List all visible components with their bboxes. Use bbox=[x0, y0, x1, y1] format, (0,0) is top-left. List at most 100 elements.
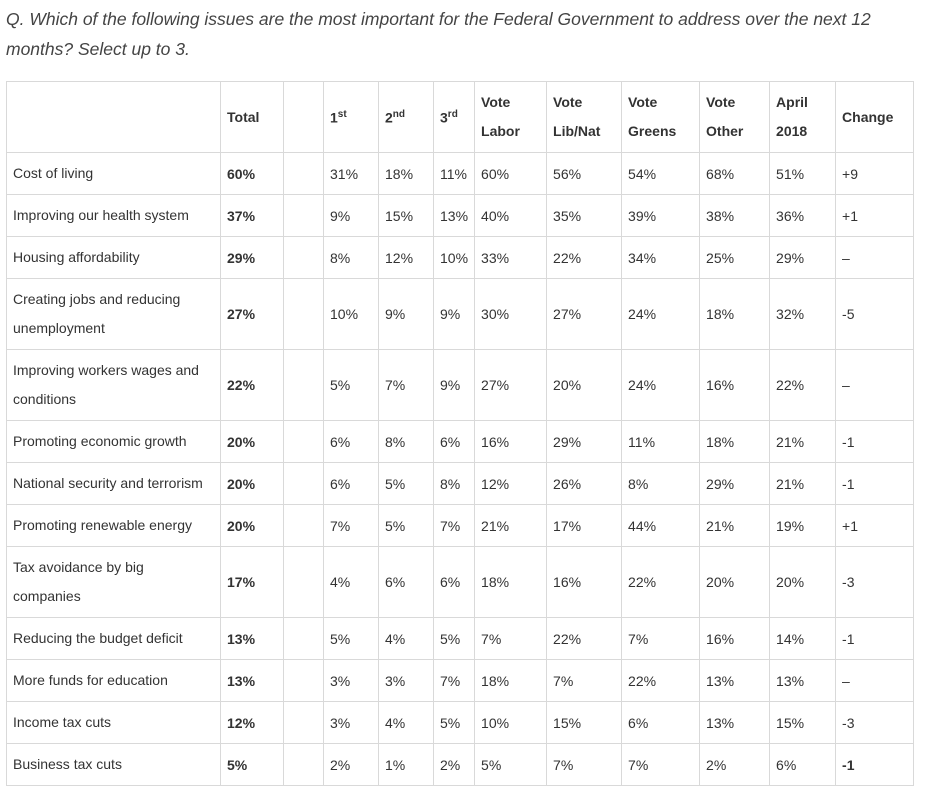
cell-issue: Cost of living bbox=[6, 152, 221, 195]
cell-libnat: 27% bbox=[546, 278, 623, 350]
cell-total: 17% bbox=[220, 546, 284, 618]
cell-labor: 30% bbox=[474, 278, 548, 350]
cell-second: 8% bbox=[378, 420, 434, 463]
header-total: Total bbox=[220, 81, 284, 153]
cell-april: 21% bbox=[769, 462, 837, 505]
cell-april: 22% bbox=[769, 349, 837, 421]
cell-spacer bbox=[283, 743, 324, 786]
cell-libnat: 22% bbox=[546, 236, 623, 279]
cell-third: 5% bbox=[432, 701, 476, 744]
cell-other: 29% bbox=[699, 462, 771, 505]
cell-first: 9% bbox=[323, 194, 379, 237]
cell-second: 15% bbox=[378, 194, 434, 237]
results-table: Total 1st 2nd 3rd Vote Labor Vote Lib/Nat … bbox=[6, 81, 915, 786]
table-row: Reducing the budget deficit 13% 5% 4% 5% 7% 22… bbox=[6, 617, 915, 660]
cell-libnat: 20% bbox=[546, 349, 623, 421]
cell-labor: 33% bbox=[474, 236, 548, 279]
cell-greens: 11% bbox=[621, 420, 701, 463]
cell-april: 21% bbox=[769, 420, 837, 463]
cell-labor: 18% bbox=[474, 659, 548, 702]
cell-greens: 22% bbox=[621, 546, 701, 618]
cell-first: 31% bbox=[323, 152, 379, 195]
table-row: Creating jobs and reducing unemployment 2… bbox=[6, 278, 915, 350]
cell-total: 20% bbox=[220, 462, 284, 505]
table-row: Promoting economic growth 20% 6% 8% 6% 16% 29%… bbox=[6, 420, 915, 463]
cell-april: 15% bbox=[769, 701, 837, 744]
cell-third: 10% bbox=[432, 236, 476, 279]
cell-april: 19% bbox=[769, 504, 837, 547]
header-second: 2nd bbox=[378, 81, 434, 153]
cell-april: 14% bbox=[769, 617, 837, 660]
cell-third: 6% bbox=[432, 546, 476, 618]
cell-change: +1 bbox=[835, 194, 915, 237]
cell-change: +1 bbox=[835, 504, 915, 547]
cell-labor: 40% bbox=[474, 194, 548, 237]
cell-spacer bbox=[283, 659, 324, 702]
cell-change: +9 bbox=[835, 152, 915, 195]
cell-greens: 24% bbox=[621, 278, 701, 350]
cell-other: 13% bbox=[699, 659, 771, 702]
cell-first: 4% bbox=[323, 546, 379, 618]
table-row: National security and terrorism 20% 6% 5% 8%… bbox=[6, 462, 915, 505]
cell-total: 20% bbox=[220, 504, 284, 547]
cell-libnat: 22% bbox=[546, 617, 623, 660]
cell-spacer bbox=[283, 278, 324, 350]
cell-first: 10% bbox=[323, 278, 379, 350]
cell-other: 18% bbox=[699, 420, 771, 463]
cell-spacer bbox=[283, 236, 324, 279]
cell-first: 3% bbox=[323, 659, 379, 702]
cell-greens: 6% bbox=[621, 701, 701, 744]
cell-labor: 18% bbox=[474, 546, 548, 618]
cell-third: 5% bbox=[432, 617, 476, 660]
cell-total: 22% bbox=[220, 349, 284, 421]
table-row: Business tax cuts 5% 2% 1% 2% 5% 7% 7% 2% 6% -1 bbox=[6, 743, 915, 786]
cell-change: -3 bbox=[835, 701, 915, 744]
cell-greens: 54% bbox=[621, 152, 701, 195]
cell-third: 9% bbox=[432, 278, 476, 350]
cell-other: 21% bbox=[699, 504, 771, 547]
table-row: Cost of living 60% 31% 18% 11% 60% 56% 54% 68% 51… bbox=[6, 152, 915, 195]
cell-other: 38% bbox=[699, 194, 771, 237]
cell-issue: Housing affordability bbox=[6, 236, 221, 279]
table-row: Improving workers wages and conditions 22… bbox=[6, 349, 915, 421]
header-vote-labor: Vote Labor bbox=[474, 81, 548, 153]
cell-total: 29% bbox=[220, 236, 284, 279]
header-vote-other: Vote Other bbox=[699, 81, 771, 153]
cell-issue: Income tax cuts bbox=[6, 701, 221, 744]
cell-third: 8% bbox=[432, 462, 476, 505]
question-text: Q. Which of the following issues are the… bbox=[6, 9, 871, 59]
cell-second: 18% bbox=[378, 152, 434, 195]
cell-first: 5% bbox=[323, 349, 379, 421]
cell-issue: National security and terrorism bbox=[6, 462, 221, 505]
cell-issue: Reducing the budget deficit bbox=[6, 617, 221, 660]
cell-greens: 24% bbox=[621, 349, 701, 421]
cell-libnat: 17% bbox=[546, 504, 623, 547]
cell-labor: 16% bbox=[474, 420, 548, 463]
cell-issue: More funds for education bbox=[6, 659, 221, 702]
cell-labor: 60% bbox=[474, 152, 548, 195]
header-april-2018: April 2018 bbox=[769, 81, 837, 153]
cell-total: 12% bbox=[220, 701, 284, 744]
cell-spacer bbox=[283, 462, 324, 505]
cell-spacer bbox=[283, 349, 324, 421]
cell-spacer bbox=[283, 152, 324, 195]
cell-third: 9% bbox=[432, 349, 476, 421]
table-row: Improving our health system 37% 9% 15% 13% 40… bbox=[6, 194, 915, 237]
cell-second: 4% bbox=[378, 617, 434, 660]
header-vote-libnat: Vote Lib/Nat bbox=[546, 81, 623, 153]
header-change: Change bbox=[835, 81, 915, 153]
cell-issue: Creating jobs and reducing unemployment bbox=[6, 278, 221, 350]
cell-greens: 7% bbox=[621, 617, 701, 660]
header-vote-greens: Vote Greens bbox=[621, 81, 701, 153]
cell-first: 5% bbox=[323, 617, 379, 660]
cell-labor: 5% bbox=[474, 743, 548, 786]
cell-second: 7% bbox=[378, 349, 434, 421]
table-row: More funds for education 13% 3% 3% 7% 18% 7% 22… bbox=[6, 659, 915, 702]
cell-greens: 44% bbox=[621, 504, 701, 547]
cell-first: 6% bbox=[323, 420, 379, 463]
cell-second: 4% bbox=[378, 701, 434, 744]
cell-second: 3% bbox=[378, 659, 434, 702]
cell-third: 7% bbox=[432, 659, 476, 702]
cell-change: -1 bbox=[835, 420, 915, 463]
cell-other: 16% bbox=[699, 349, 771, 421]
